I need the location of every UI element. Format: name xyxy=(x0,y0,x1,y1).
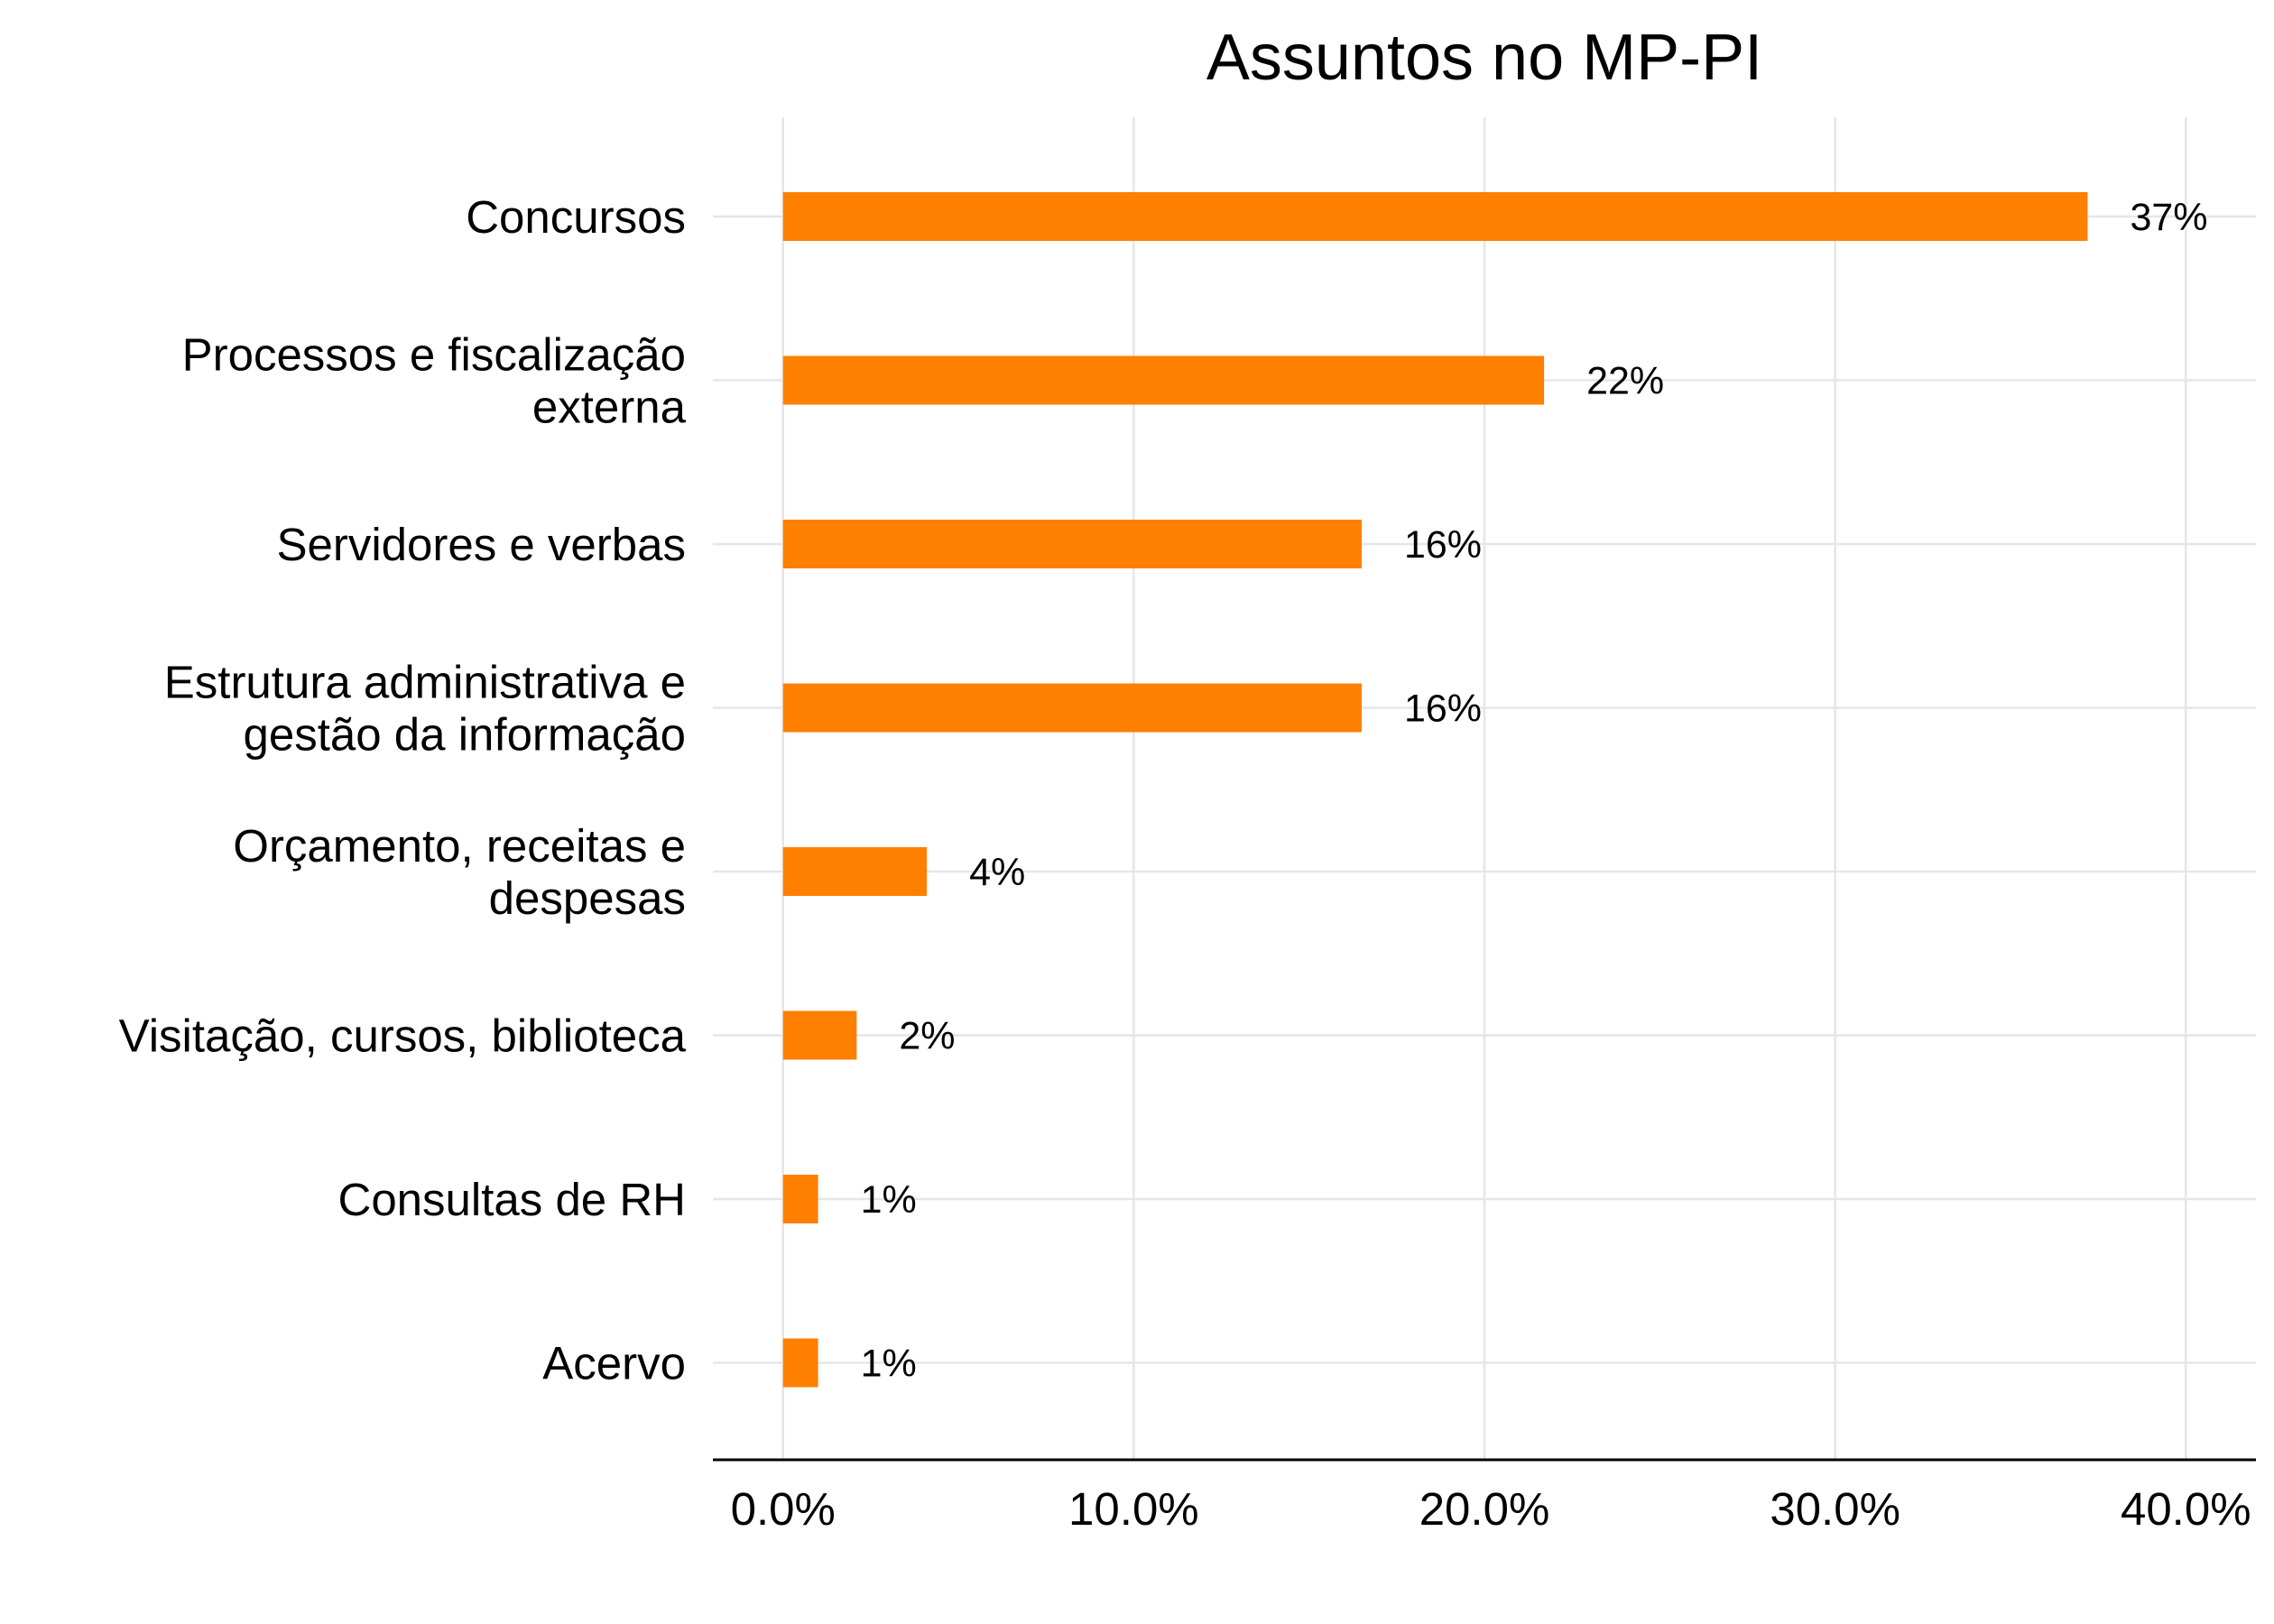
x-axis: 0.0% 10.0% 20.0% 30.0% 40.0% xyxy=(713,1458,2256,1535)
bar-value-label: 4% xyxy=(969,851,1025,894)
x-tick-label: 0.0% xyxy=(731,1483,836,1535)
bar-value-label: 1% xyxy=(861,1178,917,1222)
bar-value-label: 16% xyxy=(1404,523,1482,567)
bar xyxy=(782,683,1362,733)
chart-title: Assuntos no MP-PI xyxy=(1206,22,1762,94)
gridlines xyxy=(713,117,2256,1460)
bar-value-label: 1% xyxy=(861,1343,917,1386)
x-tick-label: 30.0% xyxy=(1770,1483,1900,1535)
category-label: Servidores e verbas xyxy=(276,519,686,570)
category-label: Consultas de RH xyxy=(337,1174,686,1225)
bar xyxy=(782,192,2088,241)
bar xyxy=(782,520,1362,568)
category-label: Orçamento, receitas e xyxy=(233,820,686,872)
category-label: Acervo xyxy=(542,1338,686,1389)
category-label: Concursos xyxy=(466,191,686,243)
x-tick-label: 10.0% xyxy=(1068,1483,1199,1535)
bar-value-label: 37% xyxy=(2130,196,2207,239)
category-label: gestão da informação xyxy=(244,709,686,761)
bar-value-label: 2% xyxy=(899,1015,955,1058)
category-label: externa xyxy=(532,382,687,433)
bar xyxy=(782,1338,818,1388)
x-tick-label: 40.0% xyxy=(2121,1483,2251,1535)
labels: 37% Concursos 22% Processos e fiscalizaçãoe… xyxy=(119,191,2208,1389)
bar xyxy=(782,1175,818,1223)
category-label: Processos e fiscalização xyxy=(182,329,686,381)
category-label: despesas xyxy=(489,872,686,924)
category-label: Visitação, cursos, biblioteca xyxy=(119,1010,687,1062)
x-tick-label: 20.0% xyxy=(1419,1483,1550,1535)
bar-value-label: 22% xyxy=(1586,360,1664,403)
bar xyxy=(782,1010,857,1060)
bar xyxy=(782,355,1545,405)
bars xyxy=(782,192,2088,1388)
bar-value-label: 16% xyxy=(1404,687,1482,731)
bar xyxy=(782,847,928,896)
category-label: Estrutura administrativa e xyxy=(164,657,686,708)
